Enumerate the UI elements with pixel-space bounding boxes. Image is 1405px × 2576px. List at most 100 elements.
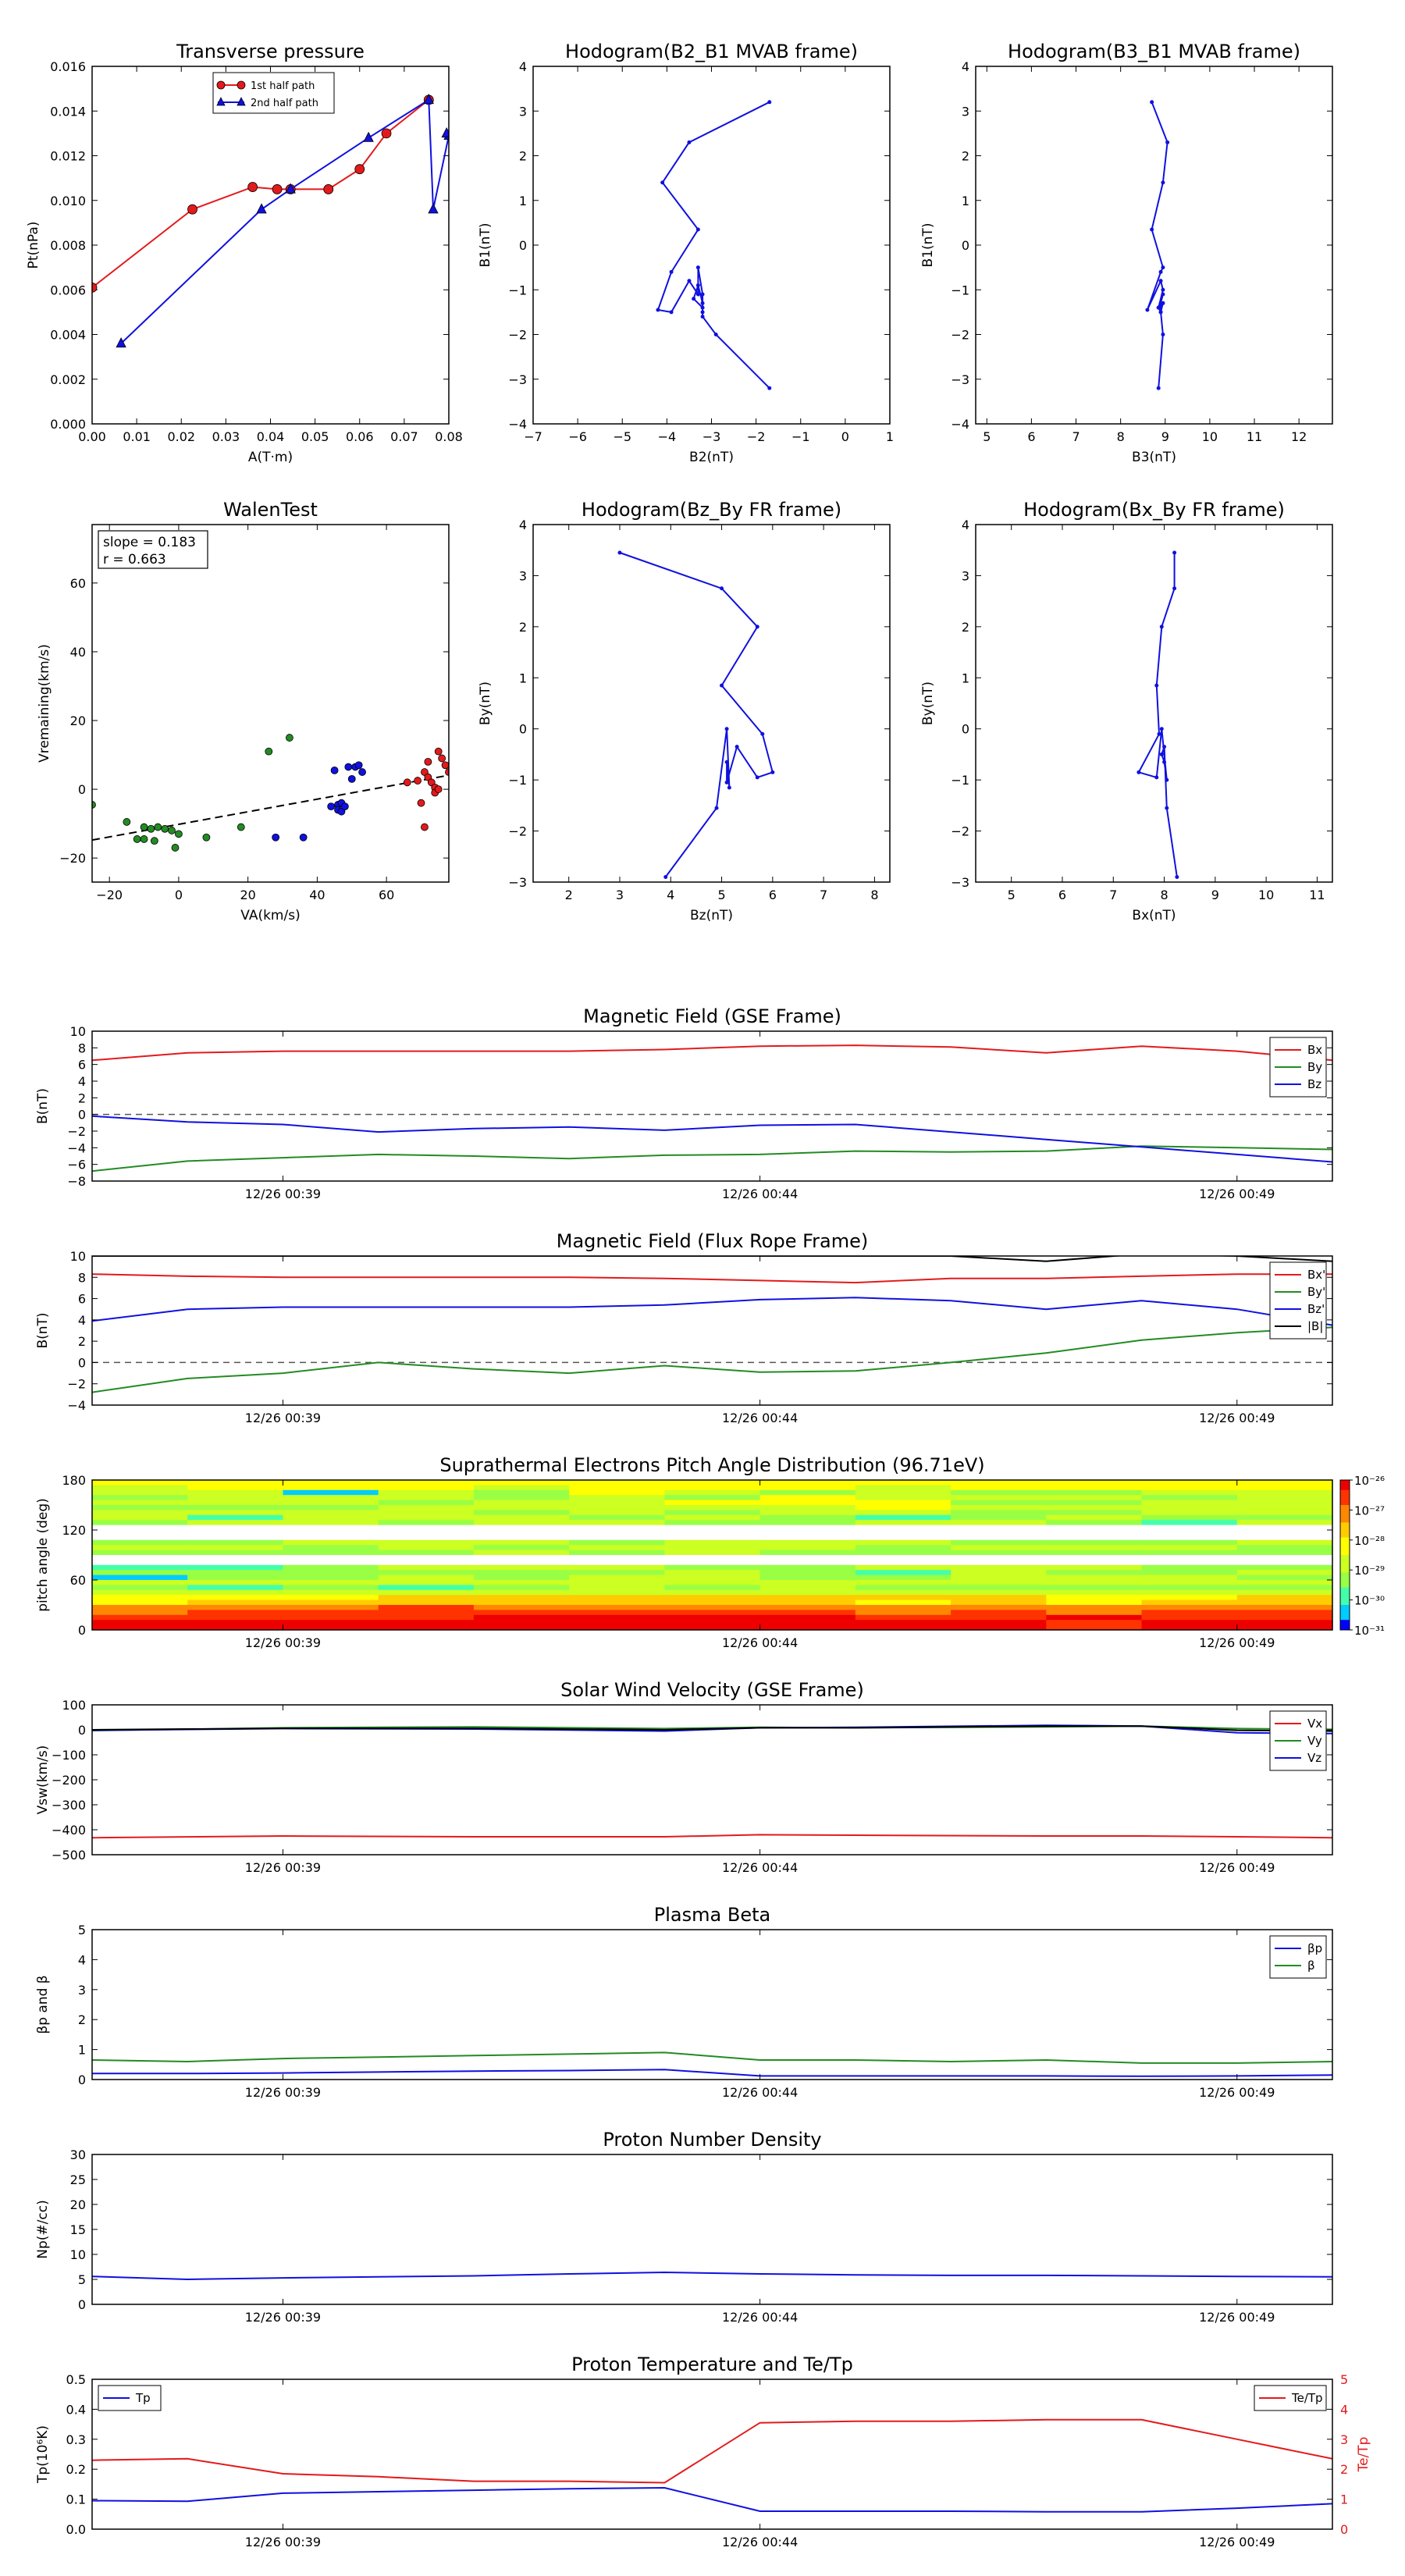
heatmap-cell <box>187 1480 283 1485</box>
heatmap-cell <box>473 1620 570 1626</box>
y2-tick-label: 1 <box>1340 2492 1348 2507</box>
heatmap-cell <box>1046 1520 1143 1526</box>
heatmap-cell <box>664 1510 761 1516</box>
x-tick-label: 12/26 00:39 <box>245 1187 321 1201</box>
colorbar-step <box>1340 1589 1350 1593</box>
colorbar-step <box>1340 1617 1350 1621</box>
heatmap-cell <box>187 1555 283 1560</box>
plot-frame <box>91 1929 1333 2080</box>
heatmap-cell <box>664 1485 761 1491</box>
heatmap-cell <box>569 1510 665 1516</box>
y-tick-label: 0 <box>78 2073 86 2087</box>
heatmap-cell <box>1046 1539 1143 1546</box>
x-axis-label: Bx(nT) <box>1132 908 1176 923</box>
heatmap-cell <box>569 1599 665 1606</box>
data-point <box>1162 760 1167 764</box>
heatmap-cell <box>855 1595 951 1601</box>
x-tick-label: 1 <box>886 429 894 444</box>
heatmap-cell <box>473 1485 570 1491</box>
x-tick-label: 0.00 <box>78 429 106 444</box>
y-tick-label: −2 <box>508 824 527 839</box>
y-tick-label: 0 <box>78 1108 86 1123</box>
heatmap-cell <box>855 1550 951 1556</box>
y-tick-label: −2 <box>67 1124 86 1139</box>
heatmap-cell <box>1141 1480 1238 1485</box>
heatmap-cell <box>951 1570 1047 1576</box>
x-tick-label: 12/26 00:39 <box>245 2085 321 2100</box>
heatmap-cell <box>759 1510 856 1516</box>
heatmap-cell <box>92 1580 188 1585</box>
data-point <box>669 269 674 274</box>
heatmap-cell <box>378 1589 475 1596</box>
y-tick-label: 5 <box>78 1923 86 1937</box>
data-point <box>656 308 660 312</box>
data-point <box>700 301 705 305</box>
legend-box <box>212 72 335 114</box>
heatmap-cell <box>569 1520 665 1526</box>
heatmap-cell <box>951 1530 1047 1535</box>
heatmap-cell <box>92 1550 188 1556</box>
data-point <box>354 761 363 770</box>
y-tick-label: 10 <box>70 1249 86 1264</box>
data-point <box>363 131 374 142</box>
heatmap-cell <box>664 1505 761 1510</box>
heatmap-cell <box>1236 1574 1332 1581</box>
heatmap-cell <box>855 1545 951 1551</box>
heatmap-cell <box>569 1495 665 1501</box>
y-tick-label: −6 <box>67 1158 86 1172</box>
heatmap-cell <box>1046 1564 1143 1571</box>
heatmap-cell <box>951 1624 1047 1630</box>
heatmap-cell <box>473 1550 570 1556</box>
heatmap-cell <box>664 1595 761 1601</box>
data-point <box>617 550 622 555</box>
y-tick-label: 8 <box>78 1270 86 1285</box>
heatmap-cell <box>664 1624 761 1630</box>
data-point <box>724 760 729 764</box>
heatmap-cell <box>187 1514 283 1521</box>
heatmap-cell <box>378 1545 475 1551</box>
data-point <box>323 184 334 194</box>
heatmap-cell <box>664 1570 761 1576</box>
heatmap-cell <box>569 1555 665 1560</box>
y-tick-label: 3 <box>962 568 969 583</box>
heatmap-cell <box>187 1574 283 1581</box>
data-point <box>237 823 245 831</box>
heatmap-cell <box>378 1555 475 1560</box>
plot-frame <box>91 1030 1333 1182</box>
data-point <box>354 164 365 175</box>
heatmap-cell <box>283 1595 379 1601</box>
series-line-Bz <box>92 1115 1332 1163</box>
heatmap-cell <box>1236 1550 1332 1556</box>
x-tick-label: 8 <box>1117 429 1125 444</box>
heatmap-cell <box>92 1510 188 1516</box>
heatmap-cell <box>473 1545 570 1551</box>
heatmap-cell <box>569 1539 665 1546</box>
plot-area <box>92 1044 1332 1172</box>
heatmap-cell <box>759 1570 856 1576</box>
heatmap-cell <box>92 1585 188 1591</box>
colorbar-step <box>1340 1574 1350 1578</box>
heatmap-cell <box>187 1535 283 1541</box>
colorbar-step <box>1340 1539 1350 1543</box>
colorbar-step <box>1340 1512 1350 1516</box>
heatmap-cell <box>187 1595 283 1601</box>
data-point <box>1145 308 1150 312</box>
data-point <box>660 180 665 185</box>
plot-frame <box>975 66 1333 425</box>
heatmap-cell <box>1046 1489 1143 1496</box>
data-point <box>171 844 180 852</box>
heatmap-cell <box>759 1485 856 1491</box>
y-axis-label: B(nT) <box>35 1312 51 1348</box>
y-tick-label: −500 <box>52 1848 86 1863</box>
y-tick-label: 1 <box>78 2043 86 2058</box>
heatmap-cell <box>664 1620 761 1626</box>
heatmap-cell <box>378 1525 475 1531</box>
colorbar-step <box>1340 1555 1350 1558</box>
colorbar-tick-label: 10⁻³¹ <box>1354 1624 1385 1638</box>
heatmap-cell <box>187 1495 283 1501</box>
heatmap-cell <box>1141 1605 1238 1610</box>
heatmap-cell <box>951 1610 1047 1616</box>
y-axis-label: B(nT) <box>35 1088 51 1124</box>
y-tick-label: 1 <box>519 671 527 685</box>
data-point <box>755 624 759 629</box>
